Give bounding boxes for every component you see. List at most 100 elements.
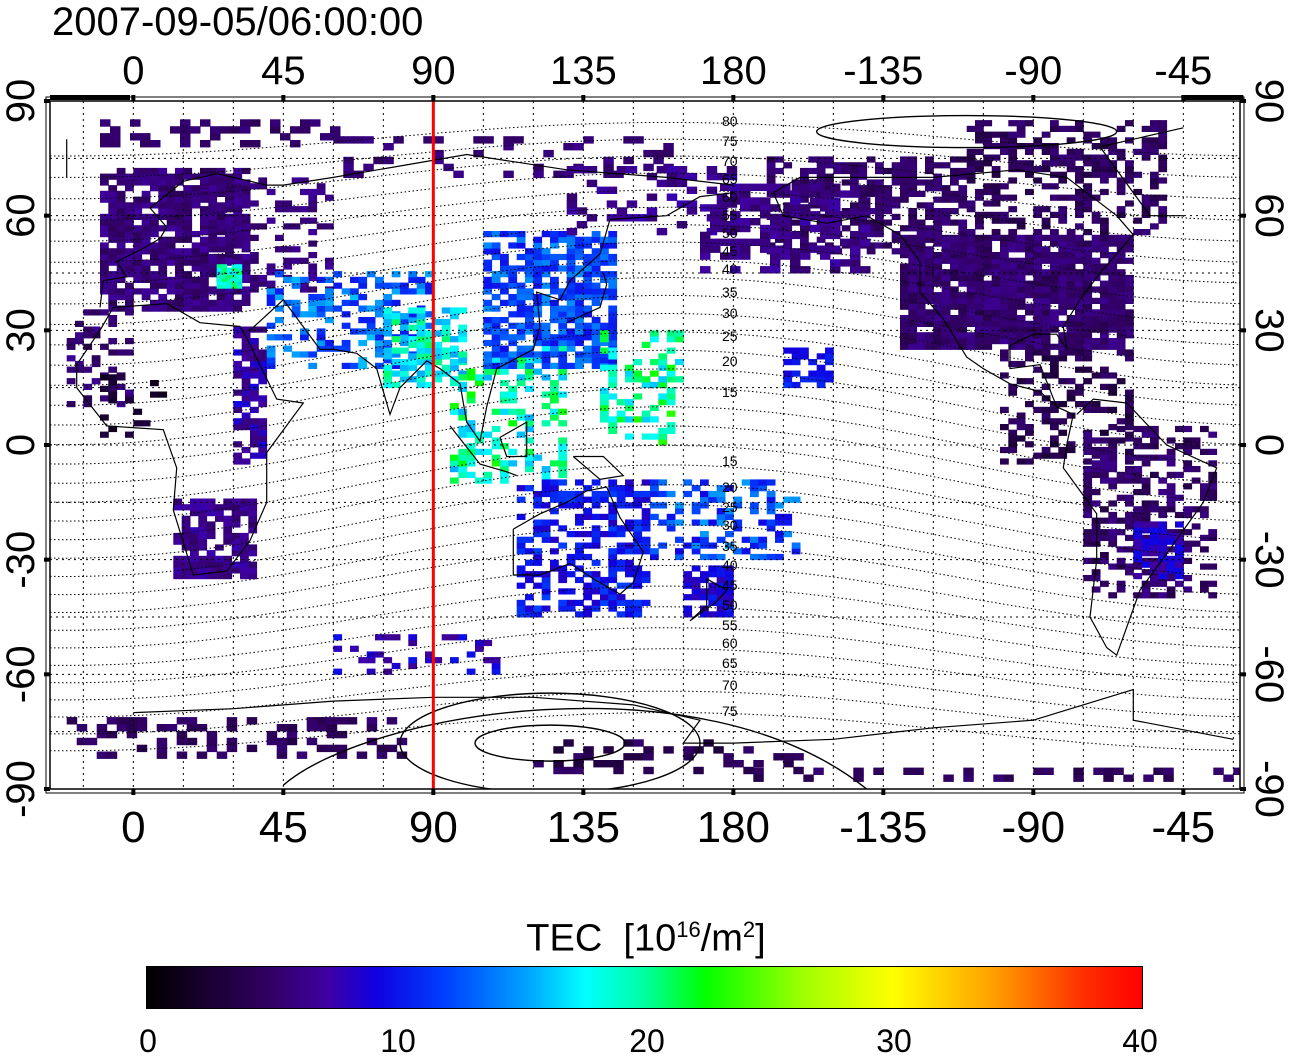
tec-cell — [100, 231, 109, 238]
tec-cell — [208, 190, 218, 197]
tec-cell — [1025, 378, 1034, 385]
tec-cell — [941, 257, 951, 264]
tec-cell — [700, 231, 711, 240]
tec-cell — [1066, 252, 1076, 259]
tec-cell — [125, 397, 134, 404]
coastline — [99, 153, 734, 308]
tec-cell — [810, 224, 821, 233]
tec-cell — [1116, 326, 1126, 333]
tec-cell — [1133, 188, 1143, 196]
tec-cell — [916, 263, 926, 270]
tec-cell — [966, 240, 976, 247]
tec-cell — [816, 185, 826, 192]
tec-cell — [1116, 378, 1126, 385]
contour-label: 60 — [722, 189, 738, 205]
tec-cell — [803, 774, 814, 782]
tec-cell — [181, 527, 191, 534]
contour-label: 75 — [722, 133, 738, 149]
tec-cell — [491, 282, 501, 289]
contour-label: 25 — [722, 499, 738, 515]
tec-cell — [231, 264, 238, 269]
tec-cell — [775, 167, 784, 175]
tec-cell — [233, 202, 243, 209]
tec-cell — [1075, 223, 1084, 230]
tec-cell — [1033, 320, 1043, 327]
tec-cell — [433, 149, 444, 158]
tec-cell — [200, 259, 209, 266]
tec-cell — [1058, 309, 1068, 316]
tec-cell — [241, 234, 251, 241]
tec-cell — [186, 717, 198, 725]
tec-cell — [183, 202, 193, 209]
tec-cell — [116, 374, 126, 381]
tec-cell — [1041, 246, 1051, 253]
tec-cell — [900, 248, 909, 255]
tec-cell — [366, 737, 378, 746]
tec-cell — [1223, 774, 1234, 782]
tec-cell — [583, 345, 593, 352]
tec-cell — [603, 746, 614, 754]
tec-cell — [100, 431, 109, 438]
tec-cell — [608, 531, 618, 538]
mlat-contour — [50, 648, 1240, 701]
tec-cell — [933, 219, 943, 226]
tec-cell — [691, 582, 701, 589]
tec-cell — [258, 401, 268, 408]
tec-cell — [240, 498, 249, 505]
tec-cell — [1133, 563, 1143, 570]
tec-cell — [1091, 575, 1101, 582]
tec-cell — [375, 276, 384, 283]
tec-cell — [516, 536, 526, 543]
tec-cell — [1100, 320, 1109, 327]
tec-cell — [258, 435, 268, 442]
tec-cell — [908, 213, 918, 220]
tec-cell — [616, 542, 626, 549]
tec-cell — [1183, 460, 1193, 467]
tec-cell — [1125, 234, 1134, 241]
tec-cell — [231, 284, 238, 289]
tec-cell — [900, 196, 909, 203]
tec-cell — [1141, 586, 1151, 593]
tec-cell — [516, 288, 526, 295]
tec-cell — [108, 315, 118, 322]
tec-cell — [1183, 448, 1193, 455]
tec-cell — [883, 219, 893, 226]
colorbar-tick-20: 20 — [629, 1023, 665, 1059]
tec-cell — [853, 774, 864, 782]
tec-cell — [730, 197, 741, 205]
tec-cell — [541, 259, 551, 266]
tec-cell — [1125, 297, 1134, 304]
tec-cell — [1025, 458, 1034, 465]
tec-cell — [416, 330, 426, 337]
tec-cell — [200, 229, 209, 236]
tec-cell — [1133, 511, 1143, 519]
tec-cell — [383, 339, 393, 347]
mlat-contour — [50, 524, 1240, 596]
tec-cell — [1041, 309, 1051, 316]
tec-cell — [643, 766, 654, 775]
tec-cell — [366, 724, 378, 732]
tec-cell — [291, 305, 301, 312]
tec-cell — [116, 202, 126, 209]
tec-cell — [816, 167, 826, 175]
tec-cell — [1008, 206, 1018, 213]
tec-cell — [1125, 534, 1134, 541]
tec-cell — [591, 599, 601, 606]
tec-cell — [241, 219, 251, 226]
tec-cell — [958, 274, 968, 282]
tec-cell — [550, 253, 559, 261]
tec-cell — [625, 599, 634, 606]
tec-cell — [383, 318, 393, 326]
tec-cell — [1108, 148, 1118, 155]
coastline — [919, 261, 1058, 408]
tec-cell — [1191, 466, 1201, 473]
tec-cell — [466, 420, 476, 427]
tec-cell — [116, 288, 126, 295]
tec-cell — [576, 221, 588, 229]
tec-cell — [225, 190, 234, 197]
tec-cell — [525, 594, 534, 601]
tec-cell — [491, 339, 501, 347]
tec-cell — [216, 167, 226, 175]
tec-cell — [916, 315, 926, 322]
tec-cell — [541, 299, 551, 306]
